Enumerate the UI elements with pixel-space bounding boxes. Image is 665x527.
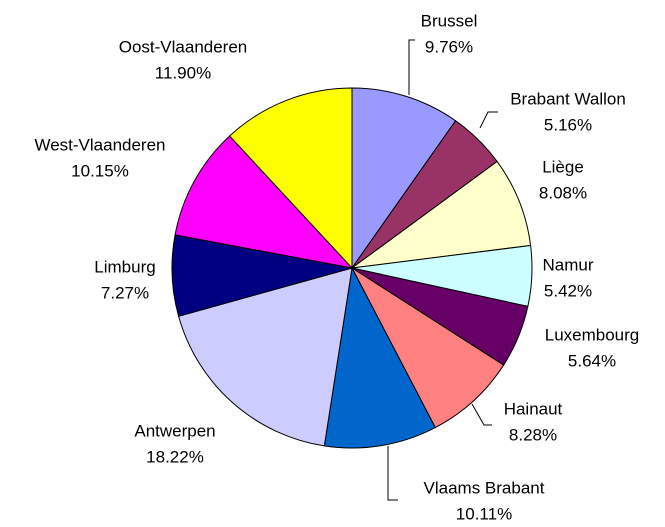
slice-label: Vlaams Brabant bbox=[424, 478, 545, 497]
pie-slice bbox=[323, 266, 436, 449]
slice-label: Oost-Vlaanderen bbox=[119, 37, 248, 56]
value-label: 10.15% bbox=[71, 161, 129, 180]
pie-slice bbox=[351, 87, 457, 270]
value-label: 5.64% bbox=[568, 351, 616, 370]
slice-label: Brussel bbox=[421, 11, 478, 30]
leader-line bbox=[471, 403, 492, 426]
pie-slice bbox=[177, 267, 353, 447]
pie-slice bbox=[350, 160, 532, 269]
value-label: 9.76% bbox=[425, 37, 473, 56]
pie-slice bbox=[228, 87, 353, 270]
leader-line bbox=[479, 111, 498, 129]
value-label: 10.11% bbox=[456, 504, 512, 523]
slice-label: Antwerpen bbox=[134, 421, 215, 440]
slice-label: Namur bbox=[542, 255, 593, 274]
value-label: 18.22% bbox=[146, 447, 204, 466]
value-label: 5.42% bbox=[544, 281, 592, 300]
slice-label: Luxembourg bbox=[545, 325, 640, 344]
slice-label: Hainaut bbox=[504, 399, 563, 418]
leader-line bbox=[408, 39, 415, 95]
pie-slice bbox=[174, 135, 354, 269]
value-label: 8.28% bbox=[509, 425, 557, 444]
value-label: 5.16% bbox=[544, 115, 592, 134]
slice-label: Liège bbox=[542, 157, 584, 176]
value-label: 8.08% bbox=[539, 183, 587, 202]
slice-label: Limburg bbox=[94, 257, 155, 276]
value-label: 7.27% bbox=[101, 283, 149, 302]
slice-label: Brabant Wallon bbox=[510, 89, 626, 108]
leader-line bbox=[387, 446, 398, 501]
slice-label: West-Vlaanderen bbox=[34, 135, 165, 154]
value-label: 11.90% bbox=[155, 63, 211, 82]
pie-slice bbox=[350, 266, 505, 429]
